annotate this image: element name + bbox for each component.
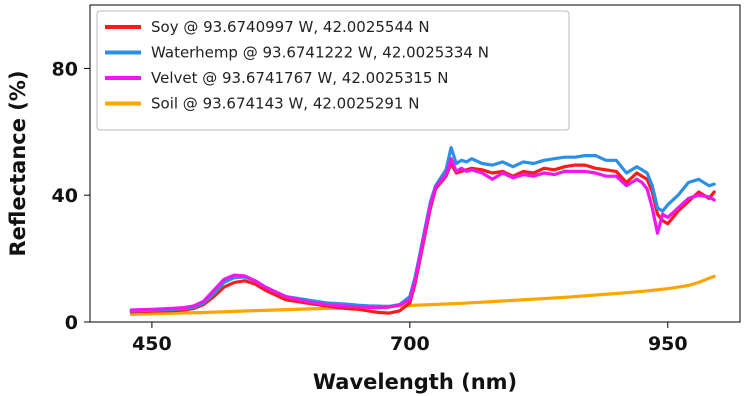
series-line	[129, 274, 716, 316]
legend: Soy @ 93.6740997 W, 42.0025544 N Waterhem…	[96, 10, 570, 131]
legend-label: Velvet @ 93.6741767 W, 42.0025315 N	[151, 69, 448, 87]
plot-frame	[89, 4, 741, 323]
legend-box	[96, 10, 570, 131]
series-line	[129, 157, 716, 312]
y-tick-label: 80	[52, 58, 78, 80]
legend-label: Soy @ 93.6740997 W, 42.0025544 N	[151, 18, 430, 36]
y-axis-title: Reflectance (%)	[6, 70, 30, 256]
x-tick-label: 950	[648, 333, 688, 355]
series-layer	[129, 146, 716, 316]
x-tick-label: 450	[132, 333, 172, 355]
y-tick-label: 40	[52, 185, 78, 207]
plot-area	[89, 4, 741, 323]
x-tick-label: 700	[390, 333, 430, 355]
x-axis-title: Wavelength (nm)	[313, 370, 517, 394]
legend-label: Waterhemp @ 93.6741222 W, 42.0025334 N	[151, 44, 489, 62]
legend-label: Soil @ 93.674143 W, 42.0025291 N	[151, 95, 419, 113]
axes-layer: 450 700 950 0 40 80	[52, 58, 688, 355]
y-tick-label: 0	[65, 312, 78, 334]
